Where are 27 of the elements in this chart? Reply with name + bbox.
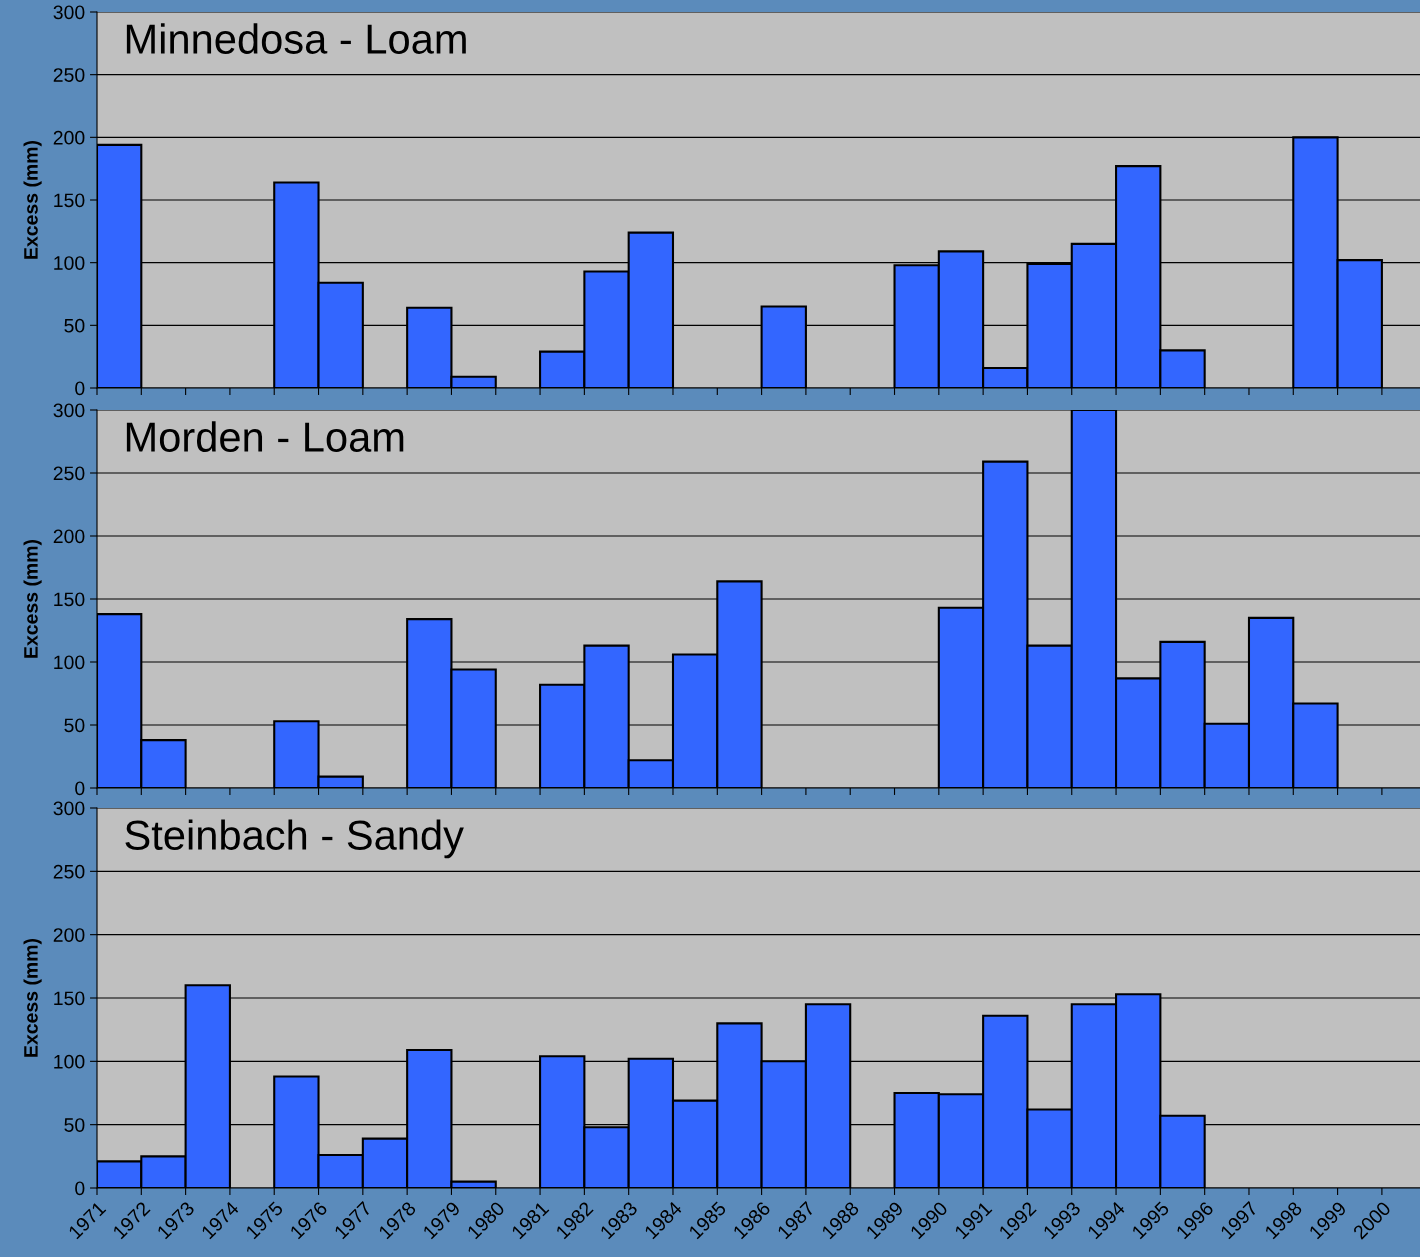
y-tick-label: 200 [53, 130, 85, 145]
y-tick-label: 250 [53, 864, 85, 879]
y-tick-label: 0 [75, 381, 85, 396]
y-tick-label: 150 [54, 592, 85, 607]
y-tick-label: 300 [53, 403, 85, 418]
chart-title: Minnedosa - Loam [126, 23, 466, 54]
chart-title: Morden - Loam [126, 421, 404, 452]
y-tick-label: 0 [75, 1181, 85, 1196]
y-axis-title: Excess (mm) [23, 539, 42, 658]
y-tick-label: 50 [64, 718, 85, 733]
y-tick-label: 100 [54, 655, 85, 670]
y-tick-label: 200 [53, 928, 85, 942]
y-tick-label: 150 [54, 991, 85, 1006]
y-tick-label: 300 [53, 5, 85, 20]
y-axis-title: Excess (mm) [23, 140, 42, 259]
y-tick-label: 100 [54, 256, 85, 270]
y-tick-label: 250 [53, 68, 85, 82]
y-tick-label: 50 [64, 1118, 85, 1132]
y-tick-label: 300 [53, 801, 85, 816]
y-tick-label: 150 [54, 193, 85, 208]
chart-title: Steinbach - Sandy [125, 819, 464, 859]
y-tick-label: 100 [54, 1054, 85, 1069]
y-tick-label: 50 [64, 318, 85, 333]
y-axis-title: Excess (mm) [23, 938, 42, 1057]
y-tick-label: 0 [75, 781, 85, 796]
y-tick-label: 250 [53, 466, 85, 481]
y-tick-label: 200 [53, 529, 85, 544]
